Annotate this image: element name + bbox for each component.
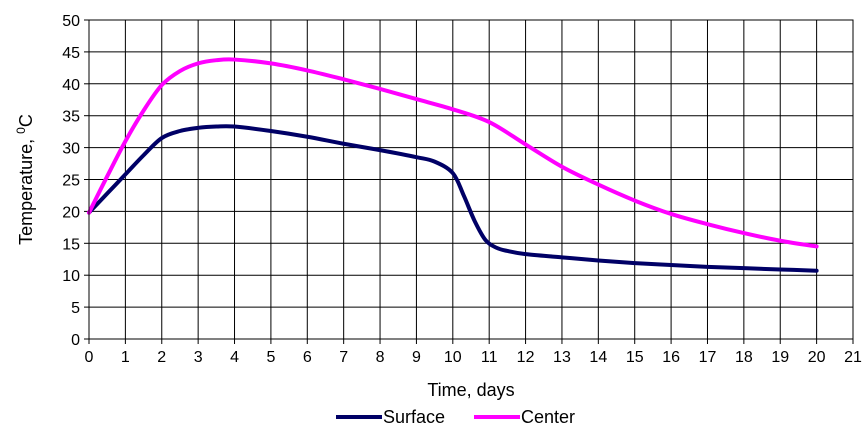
y-tick-label: 20 bbox=[62, 204, 80, 221]
x-tick-label: 1 bbox=[121, 349, 130, 366]
y-tick-label: 15 bbox=[62, 236, 80, 253]
y-tick-label: 0 bbox=[71, 332, 80, 349]
legend: Surface Center bbox=[336, 407, 575, 427]
y-tick-label: 40 bbox=[62, 77, 80, 94]
y-tick-label: 35 bbox=[62, 109, 80, 126]
x-tick-label: 20 bbox=[808, 349, 826, 366]
x-tick-label: 17 bbox=[699, 349, 717, 366]
x-tick-label: 14 bbox=[589, 349, 607, 366]
x-tick-label: 10 bbox=[444, 349, 462, 366]
plot-frame bbox=[88, 19, 854, 340]
x-tick-label: 0 bbox=[85, 349, 94, 366]
legend-label-center: Center bbox=[521, 407, 575, 427]
series-layer bbox=[87, 57, 819, 273]
series-line-surface bbox=[87, 124, 819, 273]
x-tick-label: 13 bbox=[553, 349, 571, 366]
x-tick-label: 2 bbox=[157, 349, 166, 366]
y-tick-label: 50 bbox=[62, 13, 80, 30]
x-tick-label: 3 bbox=[194, 349, 203, 366]
y-tick-label: 25 bbox=[62, 173, 80, 190]
x-tick-label: 21 bbox=[844, 349, 862, 366]
x-tick-label: 15 bbox=[626, 349, 644, 366]
grid-lines bbox=[84, 19, 854, 344]
y-axis-title-unit: C bbox=[16, 114, 36, 127]
y-tick-label: 5 bbox=[71, 300, 80, 317]
y-tick-label: 30 bbox=[62, 141, 80, 158]
y-tick-labels: 0 5 10 15 20 25 30 35 40 45 50 bbox=[62, 13, 80, 349]
x-tick-label: 19 bbox=[771, 349, 789, 366]
x-tick-label: 8 bbox=[376, 349, 385, 366]
x-tick-label: 6 bbox=[303, 349, 312, 366]
x-tick-label: 5 bbox=[266, 349, 275, 366]
series-line-center bbox=[87, 57, 819, 249]
x-tick-label: 16 bbox=[662, 349, 680, 366]
x-tick-label: 11 bbox=[481, 349, 498, 366]
x-tick-label: 7 bbox=[339, 349, 348, 366]
y-axis-title-superscript: 0 bbox=[14, 127, 28, 134]
x-tick-label: 4 bbox=[230, 349, 239, 366]
legend-label-surface: Surface bbox=[383, 407, 445, 427]
y-axis-title-main: Temperature, bbox=[16, 134, 36, 245]
x-tick-labels: 0 1 2 3 4 5 6 7 8 9 10 11 12 13 14 15 16 17 18 19 20 21 bbox=[85, 349, 862, 366]
x-tick-label: 18 bbox=[735, 349, 753, 366]
x-axis-title: Time, days bbox=[427, 380, 514, 400]
y-axis-title: Temperature, 0C bbox=[14, 114, 36, 245]
y-tick-label: 10 bbox=[62, 268, 80, 285]
y-tick-label: 45 bbox=[62, 45, 80, 62]
x-tick-label: 9 bbox=[412, 349, 421, 366]
x-tick-label: 12 bbox=[517, 349, 535, 366]
